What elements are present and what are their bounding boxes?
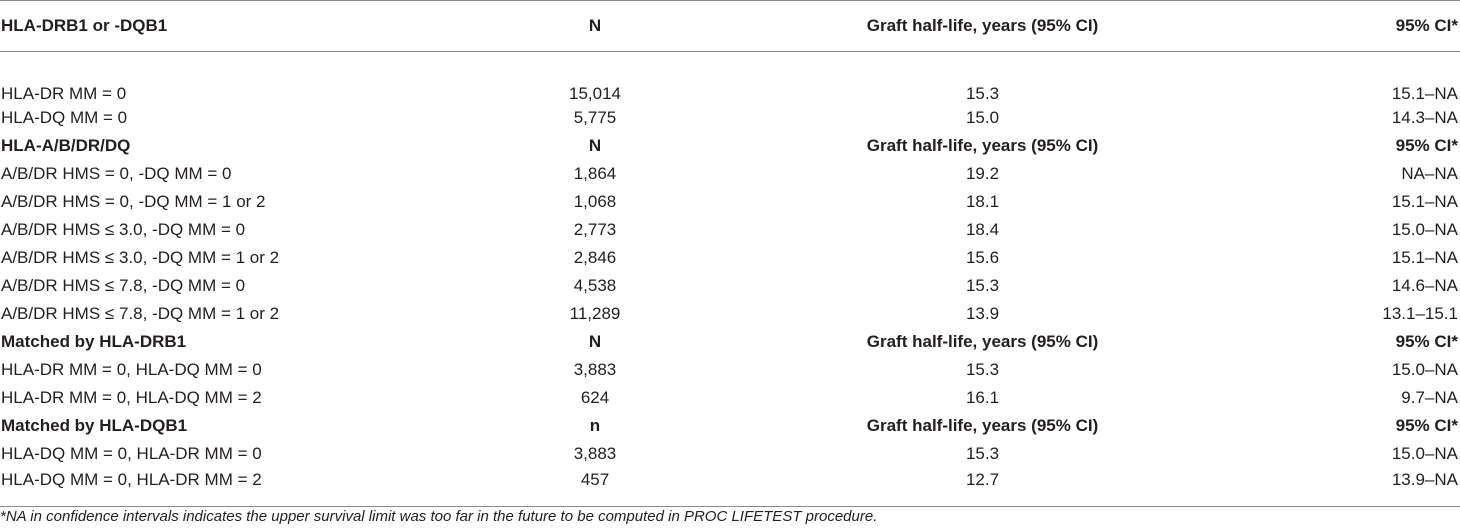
row-ci: 95% CI*: [1395, 332, 1458, 351]
row-n: 1,068: [573, 192, 617, 211]
row-ci: 95% CI*: [1395, 136, 1458, 155]
row-ci: 15.1–NA: [1391, 248, 1458, 267]
row-n: 15,014: [569, 84, 621, 103]
row-half-life: 15.3: [965, 84, 1000, 103]
row-label: Matched by HLA-DQB1: [1, 416, 188, 435]
row-half-life: Graft half-life, years (95% CI): [866, 416, 1099, 435]
row-label: HLA-DR MM = 0, HLA-DQ MM = 2: [1, 388, 262, 407]
table-header: HLA-DRB1 or -DQB1 N Graft half-life, yea…: [0, 0, 1460, 52]
section-header-row: Matched by HLA-DRB1 N Graft half-life, yea…: [0, 328, 1460, 356]
row-half-life: 15.6: [965, 248, 1000, 267]
header-graft-half-life: Graft half-life, years (95% CI): [866, 16, 1099, 35]
row-n: N: [588, 332, 602, 351]
row-label: A/B/DR HMS ≤ 3.0, -DQ MM = 0: [1, 220, 246, 239]
row-n: 3,883: [573, 360, 617, 379]
row-half-life: Graft half-life, years (95% CI): [866, 136, 1099, 155]
row-ci: 95% CI*: [1395, 416, 1458, 435]
row-label: A/B/DR HMS ≤ 3.0, -DQ MM = 1 or 2: [1, 248, 280, 267]
row-ci: 14.6–NA: [1391, 276, 1458, 295]
row-label: HLA-DR MM = 0: [1, 84, 127, 103]
row-half-life: 18.1: [965, 192, 1000, 211]
section-header-row: Matched by HLA-DQB1 n Graft half-life, yea…: [0, 412, 1460, 440]
row-n: 457: [580, 470, 610, 489]
row-half-life: 12.7: [965, 470, 1000, 489]
row-n: 1,864: [573, 164, 617, 183]
row-label: A/B/DR HMS ≤ 7.8, -DQ MM = 1 or 2: [1, 304, 280, 323]
row-ci: 15.0–NA: [1391, 444, 1458, 463]
row-ci: 13.1–15.1: [1382, 304, 1458, 323]
table-row: A/B/DR HMS = 0, -DQ MM = 1 or 2 1,068 18.1…: [0, 188, 1460, 216]
row-ci: 15.1–NA: [1391, 84, 1458, 103]
row-half-life: 15.3: [965, 276, 1000, 295]
table-row: A/B/DR HMS ≤ 3.0, -DQ MM = 0 2,773 18.4 15.…: [0, 216, 1460, 244]
row-label: Matched by HLA-DRB1: [1, 332, 187, 351]
row-half-life: 19.2: [965, 164, 1000, 183]
row-n: 3,883: [573, 444, 617, 463]
table-row: HLA-DQ MM = 0, HLA-DR MM = 2 457 12.7 13.9–…: [0, 468, 1460, 507]
row-label: HLA-DR MM = 0, HLA-DQ MM = 0: [1, 360, 262, 379]
row-ci: 15.0–NA: [1391, 220, 1458, 239]
table-row: A/B/DR HMS ≤ 7.8, -DQ MM = 1 or 2 11,289 1…: [0, 300, 1460, 328]
row-ci: 14.3–NA: [1391, 108, 1458, 127]
row-half-life: 13.9: [965, 304, 1000, 323]
row-ci: NA–NA: [1401, 164, 1458, 183]
row-label: HLA-DQ MM = 0: [1, 108, 128, 127]
table-row: A/B/DR HMS = 0, -DQ MM = 0 1,864 19.2 NA–NA: [0, 160, 1460, 188]
row-label: HLA-DQ MM = 0, HLA-DR MM = 2: [1, 470, 262, 489]
row-label: A/B/DR HMS ≤ 7.8, -DQ MM = 0: [1, 276, 246, 295]
row-n: 2,773: [573, 220, 617, 239]
row-ci: 15.1–NA: [1391, 192, 1458, 211]
results-table-container: HLA-DRB1 or -DQB1 N Graft half-life, yea…: [0, 0, 1460, 507]
row-half-life: 16.1: [965, 388, 1000, 407]
header-n: N: [588, 16, 602, 35]
row-n: 5,775: [573, 108, 617, 127]
row-n: N: [588, 136, 602, 155]
table-row: A/B/DR HMS ≤ 7.8, -DQ MM = 0 4,538 15.3 14.…: [0, 272, 1460, 300]
table-body: HLA-DR MM = 0 15,014 15.3 15.1–NA HLA-DQ MM …: [0, 52, 1460, 507]
row-n: 11,289: [569, 304, 621, 323]
row-half-life: 18.4: [965, 220, 1000, 239]
row-n: 624: [580, 388, 610, 407]
row-label: A/B/DR HMS = 0, -DQ MM = 0: [1, 164, 232, 183]
row-n: 4,538: [573, 276, 617, 295]
row-ci: 9.7–NA: [1401, 388, 1458, 407]
table-row: HLA-DR MM = 0, HLA-DQ MM = 0 3,883 15.3 15.…: [0, 356, 1460, 384]
row-half-life: Graft half-life, years (95% CI): [866, 332, 1099, 351]
row-n: n: [589, 416, 601, 435]
section-header-row: HLA-A/B/DR/DQ N Graft half-life, years (95…: [0, 132, 1460, 160]
row-ci: 13.9–NA: [1391, 470, 1458, 489]
header-group-label: HLA-DRB1 or -DQB1: [1, 16, 168, 35]
table-row: HLA-DR MM = 0 15,014 15.3 15.1–NA: [0, 52, 1460, 105]
table-row: HLA-DQ MM = 0, HLA-DR MM = 0 3,883 15.3 15.…: [0, 440, 1460, 468]
row-ci: 15.0–NA: [1391, 360, 1458, 379]
header-row: HLA-DRB1 or -DQB1 N Graft half-life, yea…: [0, 0, 1460, 52]
row-n: 2,846: [573, 248, 617, 267]
header-ci: 95% CI*: [1395, 16, 1458, 35]
row-half-life: 15.3: [965, 444, 1000, 463]
row-half-life: 15.0: [965, 108, 1000, 127]
table-row: HLA-DR MM = 0, HLA-DQ MM = 2 624 16.1 9.7–N…: [0, 384, 1460, 412]
table-row: HLA-DQ MM = 0 5,775 15.0 14.3–NA: [0, 104, 1460, 132]
row-label: HLA-DQ MM = 0, HLA-DR MM = 0: [1, 444, 262, 463]
row-label: A/B/DR HMS = 0, -DQ MM = 1 or 2: [1, 192, 266, 211]
row-label: HLA-A/B/DR/DQ: [1, 136, 131, 155]
table-row: A/B/DR HMS ≤ 3.0, -DQ MM = 1 or 2 2,846 15…: [0, 244, 1460, 272]
table-footnote: *NA in confidence intervals indicates th…: [0, 508, 878, 525]
row-half-life: 15.3: [965, 360, 1000, 379]
graft-half-life-table: HLA-DRB1 or -DQB1 N Graft half-life, yea…: [0, 0, 1460, 507]
